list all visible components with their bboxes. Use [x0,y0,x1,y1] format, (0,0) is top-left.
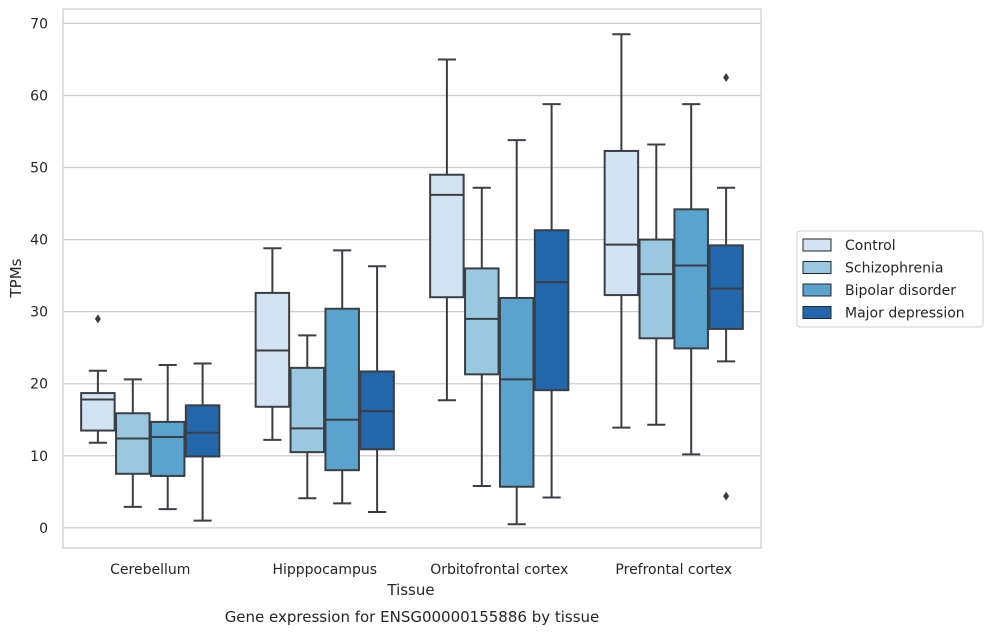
legend-swatch [802,261,832,274]
plot-area-frame [62,8,762,549]
box [184,404,221,458]
box [464,267,500,376]
x-axis-ticks: Cerebellum Hipppocampus Orbitofrontal cort… [110,562,732,578]
y-axis-label: TPMs [7,258,25,298]
y-tick-label: 20 [30,377,48,393]
legend-swatch [802,283,832,297]
y-tick-label: 60 [30,88,48,104]
y-tick-label: 40 [30,233,48,249]
box [289,366,326,454]
x-tick-label: Prefrontal cortex [615,562,732,578]
legend: Control Schizophrenia Bipolar disorder Majo… [796,230,984,328]
y-tick-label: 10 [30,449,48,465]
legend-label: Schizophrenia [845,261,943,277]
legend-swatch [802,238,832,252]
y-tick-label: 0 [39,521,48,537]
series-group [184,72,744,522]
x-axis-label: Tissue [386,581,434,599]
outlier-point [94,314,101,324]
legend-label: Bipolar disorder [845,283,956,299]
legend-label: Control [845,238,896,254]
legend-frame [796,230,984,328]
box-series [80,33,744,526]
box [149,420,186,477]
legend-label: Major depression [845,306,965,322]
outlier-point [723,491,730,501]
series-group [115,143,675,508]
box [429,173,465,299]
box [638,238,675,340]
outlier-point [723,72,730,82]
box [115,412,151,475]
box [498,296,535,488]
x-tick-label: Orbitofrontal cortex [430,562,568,578]
x-tick-label: Cerebellum [110,562,190,578]
series-group [80,33,640,444]
box [673,208,709,350]
series-group [149,103,709,526]
box [533,229,570,392]
box [324,307,360,472]
y-tick-label: 30 [30,305,48,321]
y-tick-label: 50 [30,161,48,177]
chart-caption: Gene expression for ENSG00000155886 by t… [225,608,600,626]
box [708,244,744,330]
legend-swatch [802,306,832,319]
y-tick-label: 70 [30,16,48,32]
y-axis-ticks: 0 10 20 30 40 50 60 70 [30,16,48,536]
x-tick-label: Hipppocampus [272,562,377,578]
box [603,149,640,297]
